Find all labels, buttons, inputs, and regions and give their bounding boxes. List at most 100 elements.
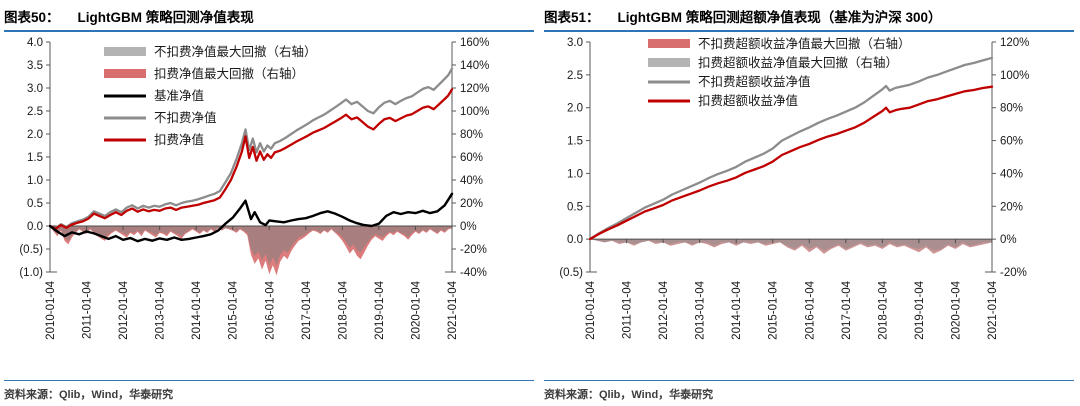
left-axis-tick-label: 1.5 xyxy=(27,152,43,164)
x-axis-tick-label: 2018-01-04 xyxy=(877,280,889,339)
panel-figure-50: 图表50： LightGBM 策略回测净值表现 4.0 3.5 3.0 2.5 2.0 1… xyxy=(4,0,538,402)
right-axis-tick-label: 0% xyxy=(1000,234,1017,246)
legend: 不扣费超额收益净值最大回撤（右轴） 扣费超额收益净值最大回撤（右轴） 不扣费超额收益… xyxy=(648,36,911,108)
x-axis-tick-label: 2011-01-04 xyxy=(82,280,94,339)
excess-net-value-chart: 3.0 2.5 2.0 1.5 1.0 0.5 0.0 (0.5) 120% 100% 80% 60%… xyxy=(559,36,1029,340)
series-line xyxy=(48,88,454,230)
x-axis-tick-label: 2012-01-04 xyxy=(658,280,670,339)
axes: 4.0 3.5 3.0 2.5 2.0 1.5 1.0 0.5 0.0 (0.5) (1.0) 160… xyxy=(19,37,489,279)
figure-51-title: LightGBM 策略回测超额净值表现（基准为沪深 300） xyxy=(617,10,942,25)
legend-swatch-line xyxy=(104,94,146,98)
legend-label: 不扣费超额收益净值最大回撤（右轴） xyxy=(698,36,911,51)
left-axis-tick-label: 4.0 xyxy=(27,37,43,49)
figure-50-title: LightGBM 策略回测净值表现 xyxy=(77,10,254,25)
line-series xyxy=(588,56,994,241)
figure-51-chart-wrap: 3.0 2.5 2.0 1.5 1.0 0.5 0.0 (0.5) 120% 100% 80% 60%… xyxy=(544,32,1078,362)
x-axis-tick-label: 2015-01-04 xyxy=(228,280,240,339)
left-axis-tick-label: 0.5 xyxy=(567,201,583,213)
right-axis-tick-label: 80% xyxy=(1000,103,1023,115)
x-axis-tick-label: 2019-01-04 xyxy=(374,280,386,339)
series-line xyxy=(588,56,994,241)
legend-swatch-bar xyxy=(648,39,690,48)
right-axis-tick-label: 20% xyxy=(1000,201,1023,213)
legend-swatch-bar xyxy=(104,47,146,56)
legend-swatch-line xyxy=(104,138,146,142)
legend-label: 扣费净值 xyxy=(154,132,204,147)
x-axis-tick-label: 2020-01-04 xyxy=(950,280,962,339)
figure-51-title-bar: 图表51： LightGBM 策略回测超额净值表现（基准为沪深 300） xyxy=(544,0,1074,32)
right-axis-tick-label: 120% xyxy=(460,83,489,95)
left-axis-tick-label: 2.5 xyxy=(27,106,43,118)
left-axis-tick-label: 3.0 xyxy=(567,37,583,49)
right-axis-tick-label: 100% xyxy=(460,106,489,118)
x-axis-tick-label: 2015-01-04 xyxy=(768,280,780,339)
x-axis-tick-label: 2017-01-04 xyxy=(301,280,313,339)
legend-swatch-line xyxy=(104,116,146,120)
x-axis-tick-label: 2012-01-04 xyxy=(118,280,130,339)
x-axis: 2010-01-04 2011-01-04 2012-01-04 2013-01-04… xyxy=(45,226,459,340)
x-axis-tick-label: 2021-01-04 xyxy=(447,280,459,339)
left-axis-tick-label: 0.5 xyxy=(27,198,43,210)
drawdown-areas xyxy=(50,226,452,276)
x-axis-tick-label: 2010-01-04 xyxy=(585,280,597,339)
x-axis-tick-label: 2010-01-04 xyxy=(45,280,57,339)
right-axis-tick-label: 60% xyxy=(1000,136,1023,148)
axes: 3.0 2.5 2.0 1.5 1.0 0.5 0.0 (0.5) 120% 100% 80% 60%… xyxy=(559,37,1029,279)
right-axis-tick-label: 0% xyxy=(460,221,477,233)
right-axis-tick-label: 40% xyxy=(460,175,483,187)
series-line xyxy=(48,67,454,230)
legend-label: 扣费净值最大回撤（右轴） xyxy=(154,66,304,81)
left-axis-tick-label: 3.5 xyxy=(27,60,43,72)
x-axis-tick-label: 2020-01-04 xyxy=(410,280,422,339)
x-axis-tick-label: 2014-01-04 xyxy=(731,280,743,339)
left-axis-tick-label: 2.0 xyxy=(567,103,583,115)
series-line xyxy=(48,192,454,243)
left-axis-tick-label: 3.0 xyxy=(27,83,43,95)
drawdown-areas xyxy=(590,239,992,254)
drawdown-area xyxy=(590,239,992,251)
right-axis-tick-label: 120% xyxy=(1000,37,1029,49)
left-axis-tick-label: 0.0 xyxy=(567,234,583,246)
legend-label: 扣费超额收益净值 xyxy=(698,93,798,108)
x-axis-tick-label: 2016-01-04 xyxy=(804,280,816,339)
right-axis-tick-label: 60% xyxy=(460,152,483,164)
figure-51-label: 图表51： xyxy=(544,10,600,25)
x-axis-tick-label: 2018-01-04 xyxy=(337,280,349,339)
figure-50-label: 图表50： xyxy=(4,10,60,25)
left-axis-tick-label: 1.5 xyxy=(567,136,583,148)
right-axis-tick-label: 140% xyxy=(460,60,489,72)
figure-50-title-bar: 图表50： LightGBM 策略回测净值表现 xyxy=(4,0,534,32)
figure-50-chart-wrap: 4.0 3.5 3.0 2.5 2.0 1.5 1.0 0.5 0.0 (0.5) (1.0) 160… xyxy=(4,32,538,362)
left-axis-tick-label: (1.0) xyxy=(19,267,43,279)
left-axis-tick-label: 1.0 xyxy=(567,168,583,180)
figure-51-source: 资料来源：Qlib，Wind，华泰研究 xyxy=(544,380,1074,402)
legend-label: 基准净值 xyxy=(154,88,204,103)
left-axis-tick-label: (0.5) xyxy=(19,244,43,256)
right-axis-tick-label: 20% xyxy=(460,198,483,210)
net-value-chart: 4.0 3.5 3.0 2.5 2.0 1.5 1.0 0.5 0.0 (0.5) (1.0) 160… xyxy=(19,37,489,340)
figure-50-source: 资料来源：Qlib，Wind，华泰研究 xyxy=(4,380,534,402)
legend-label: 不扣费净值 xyxy=(154,110,217,125)
x-axis-tick-label: 2013-01-04 xyxy=(695,280,707,339)
right-axis-tick-label: -20% xyxy=(1000,267,1027,279)
x-axis-tick-label: 2014-01-04 xyxy=(191,280,203,339)
left-axis-tick-label: 1.0 xyxy=(27,175,43,187)
x-axis-tick-label: 2013-01-04 xyxy=(155,280,167,339)
right-axis-tick-label: 40% xyxy=(1000,168,1023,180)
legend-label: 不扣费超额收益净值 xyxy=(698,74,811,89)
legend-label: 不扣费净值最大回撤（右轴） xyxy=(154,44,317,59)
x-axis-tick-label: 2011-01-04 xyxy=(622,280,634,339)
legend-swatch-line xyxy=(648,80,690,84)
right-axis-tick-label: 80% xyxy=(460,129,483,141)
x-axis-tick-label: 2016-01-04 xyxy=(264,280,276,339)
left-axis-tick-label: 2.0 xyxy=(27,129,43,141)
drawdown-area xyxy=(50,226,452,266)
right-axis-tick-label: -40% xyxy=(460,267,487,279)
x-axis-tick-label: 2019-01-04 xyxy=(914,280,926,339)
legend-swatch-bar xyxy=(648,58,690,67)
panel-figure-51: 图表51： LightGBM 策略回测超额净值表现（基准为沪深 300） 3.0… xyxy=(540,0,1080,406)
left-axis-tick-label: 2.5 xyxy=(567,70,583,82)
x-axis-tick-label: 2021-01-04 xyxy=(987,280,999,339)
